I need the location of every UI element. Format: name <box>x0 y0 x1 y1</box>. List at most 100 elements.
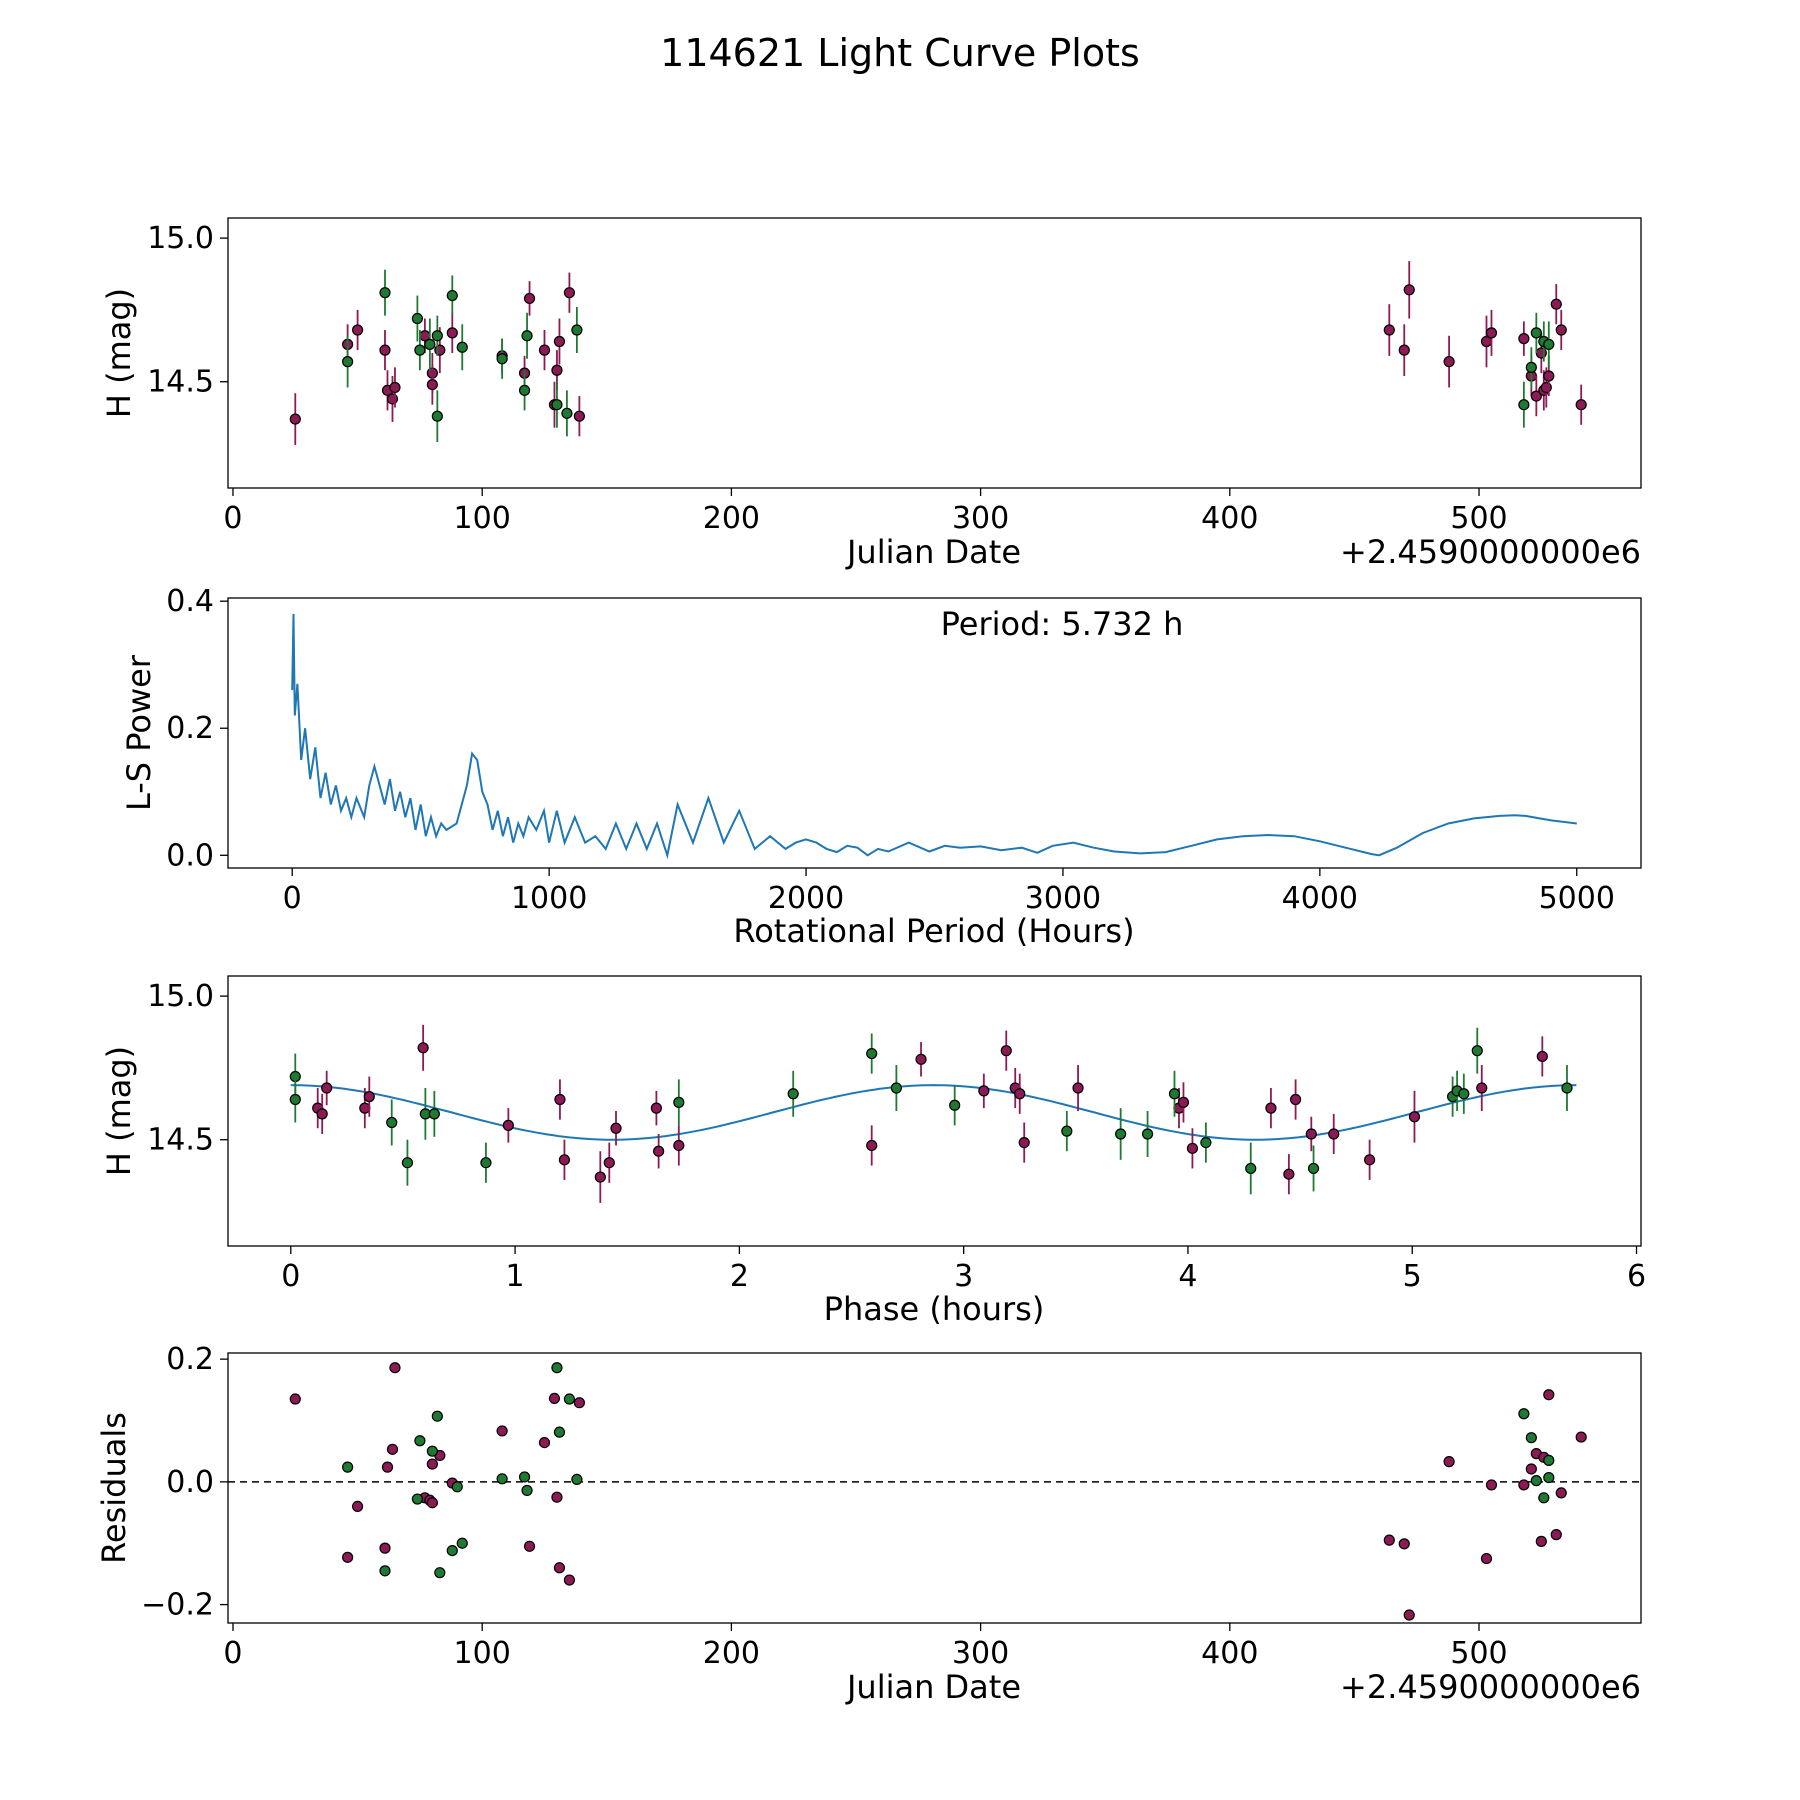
residuals-point-magenta <box>351 1500 364 1513</box>
residuals-point-magenta <box>538 1436 551 1449</box>
lightcurve-xtick-label: 500 <box>1450 501 1507 536</box>
phased-point-green <box>949 1099 961 1111</box>
residuals-point-magenta <box>563 1574 576 1586</box>
phased-xlabel: Phase (hours) <box>824 1290 1045 1328</box>
residuals-point-green <box>414 1435 426 1447</box>
residuals-point-green <box>434 1567 446 1579</box>
lightcurve-plot-area <box>289 261 1587 445</box>
phased-xtick-label: 2 <box>730 1259 749 1294</box>
phased-point-magenta <box>1364 1154 1376 1166</box>
phased-marks <box>289 1024 1577 1203</box>
lightcurve-point-magenta <box>1543 370 1555 382</box>
residuals-point-magenta <box>548 1392 561 1405</box>
lightcurve-point-green <box>456 341 468 353</box>
phased-point-green <box>1307 1162 1320 1175</box>
residuals-point-magenta <box>389 1362 401 1374</box>
lightcurve-point-magenta <box>434 344 446 356</box>
phased-point-green <box>1168 1088 1181 1100</box>
phased-model-curve <box>290 1084 1577 1141</box>
lightcurve-marks <box>289 261 1587 445</box>
residuals-point-magenta <box>1443 1456 1455 1468</box>
phased-point-green <box>1141 1128 1154 1140</box>
residuals-point-magenta <box>1480 1552 1493 1565</box>
lightcurve-point-magenta <box>1403 284 1415 296</box>
lightcurve-xtick-label: 100 <box>454 501 511 536</box>
residuals-point-magenta <box>1518 1479 1530 1491</box>
residuals-point-green <box>551 1362 563 1374</box>
phased-panel: 0 1 2 3 4 5 6 14.5 15.0 Phase (hours) H (mag) <box>100 975 1646 1328</box>
residuals-point-green <box>342 1461 354 1473</box>
residuals-ytick-label: 0.2 <box>166 1342 214 1377</box>
lightcurve-point-magenta <box>289 413 301 425</box>
lightcurve-point-green <box>414 344 426 356</box>
phased-point-magenta <box>554 1093 566 1106</box>
lightcurve-point-magenta <box>538 344 551 356</box>
phased-point-green <box>866 1047 878 1060</box>
residuals-xtick-label: 500 <box>1450 1636 1507 1671</box>
phased-point-magenta <box>673 1139 685 1152</box>
periodogram-ylabel: L-S Power <box>120 654 158 811</box>
lightcurve-point-green <box>411 312 423 325</box>
residuals-plot-area <box>228 1362 1641 1621</box>
periodogram-ytick-label: 0.0 <box>166 838 214 873</box>
phased-point-magenta <box>1000 1045 1012 1057</box>
periodogram-plot-area <box>291 613 1577 860</box>
phased-xtick-label: 0 <box>281 1259 300 1294</box>
phased-point-magenta <box>1072 1082 1084 1094</box>
phased-xtick-label: 1 <box>506 1259 525 1294</box>
periodogram-xtick-label: 3000 <box>1025 881 1101 916</box>
residuals-point-magenta <box>426 1497 438 1509</box>
phased-point-magenta <box>594 1171 606 1183</box>
phased-point-magenta <box>417 1042 429 1054</box>
phased-ylabel: H (mag) <box>100 1046 138 1176</box>
residuals-point-magenta <box>381 1461 394 1473</box>
lightcurve-point-green <box>518 384 531 396</box>
phased-point-magenta <box>1289 1093 1302 1106</box>
lightcurve-ytick-label: 15.0 <box>147 221 214 256</box>
residuals-point-magenta <box>1398 1538 1410 1550</box>
residuals-offset-label: +2.4590000000e6 <box>1340 1668 1641 1706</box>
lightcurve-point-green <box>561 407 573 419</box>
residuals-xtick-label: 300 <box>952 1636 1009 1671</box>
phased-point-magenta <box>1283 1168 1295 1180</box>
phased-ytick-label: 14.5 <box>147 1123 214 1158</box>
lightcurve-point-magenta <box>1550 298 1562 310</box>
residuals-point-green <box>1543 1454 1555 1466</box>
residuals-point-green <box>451 1481 463 1493</box>
lightcurve-point-magenta <box>1575 399 1587 411</box>
lightcurve-point-green <box>496 353 508 365</box>
phased-point-magenta <box>1018 1136 1030 1149</box>
lightcurve-point-green <box>1518 399 1530 411</box>
residuals-marks <box>228 1362 1641 1621</box>
residuals-point-green <box>496 1473 508 1485</box>
phased-point-magenta <box>1476 1082 1488 1094</box>
lightcurve-point-green <box>379 287 391 299</box>
residuals-point-magenta <box>553 1562 566 1574</box>
phased-point-magenta <box>1014 1088 1026 1100</box>
residuals-panel: 0 100 200 300 400 500 −0.2 0.0 0.2 Julian Date +… <box>95 1342 1642 1706</box>
lightcurve-xtick-label: 300 <box>952 501 1009 536</box>
lightcurve-point-magenta <box>379 344 391 356</box>
lightcurve-point-green <box>446 289 458 302</box>
lightcurve-point-magenta <box>1398 344 1410 356</box>
residuals-point-green <box>1525 1432 1537 1444</box>
phased-point-green <box>890 1082 902 1094</box>
lightcurve-point-green <box>1525 361 1537 373</box>
residuals-point-magenta <box>1525 1463 1537 1475</box>
phased-xtick-label: 5 <box>1403 1259 1422 1294</box>
phased-point-magenta <box>1305 1128 1317 1140</box>
lightcurve-ylabel: H (mag) <box>100 288 138 418</box>
residuals-point-magenta <box>523 1540 536 1552</box>
residuals-xtick-label: 200 <box>703 1636 760 1671</box>
periodogram-xtick-label: 2000 <box>768 881 844 916</box>
lightcurve-frame <box>227 217 1642 489</box>
figure-title: 114621 Light Curve Plots <box>660 31 1140 75</box>
lightcurve-point-magenta <box>386 393 399 405</box>
phased-point-magenta <box>1265 1102 1277 1114</box>
residuals-point-magenta <box>1550 1529 1562 1541</box>
residuals-point-green <box>426 1445 438 1457</box>
lightcurve-point-green <box>1543 338 1555 350</box>
phased-point-magenta <box>653 1145 665 1157</box>
residuals-point-green <box>553 1426 566 1438</box>
